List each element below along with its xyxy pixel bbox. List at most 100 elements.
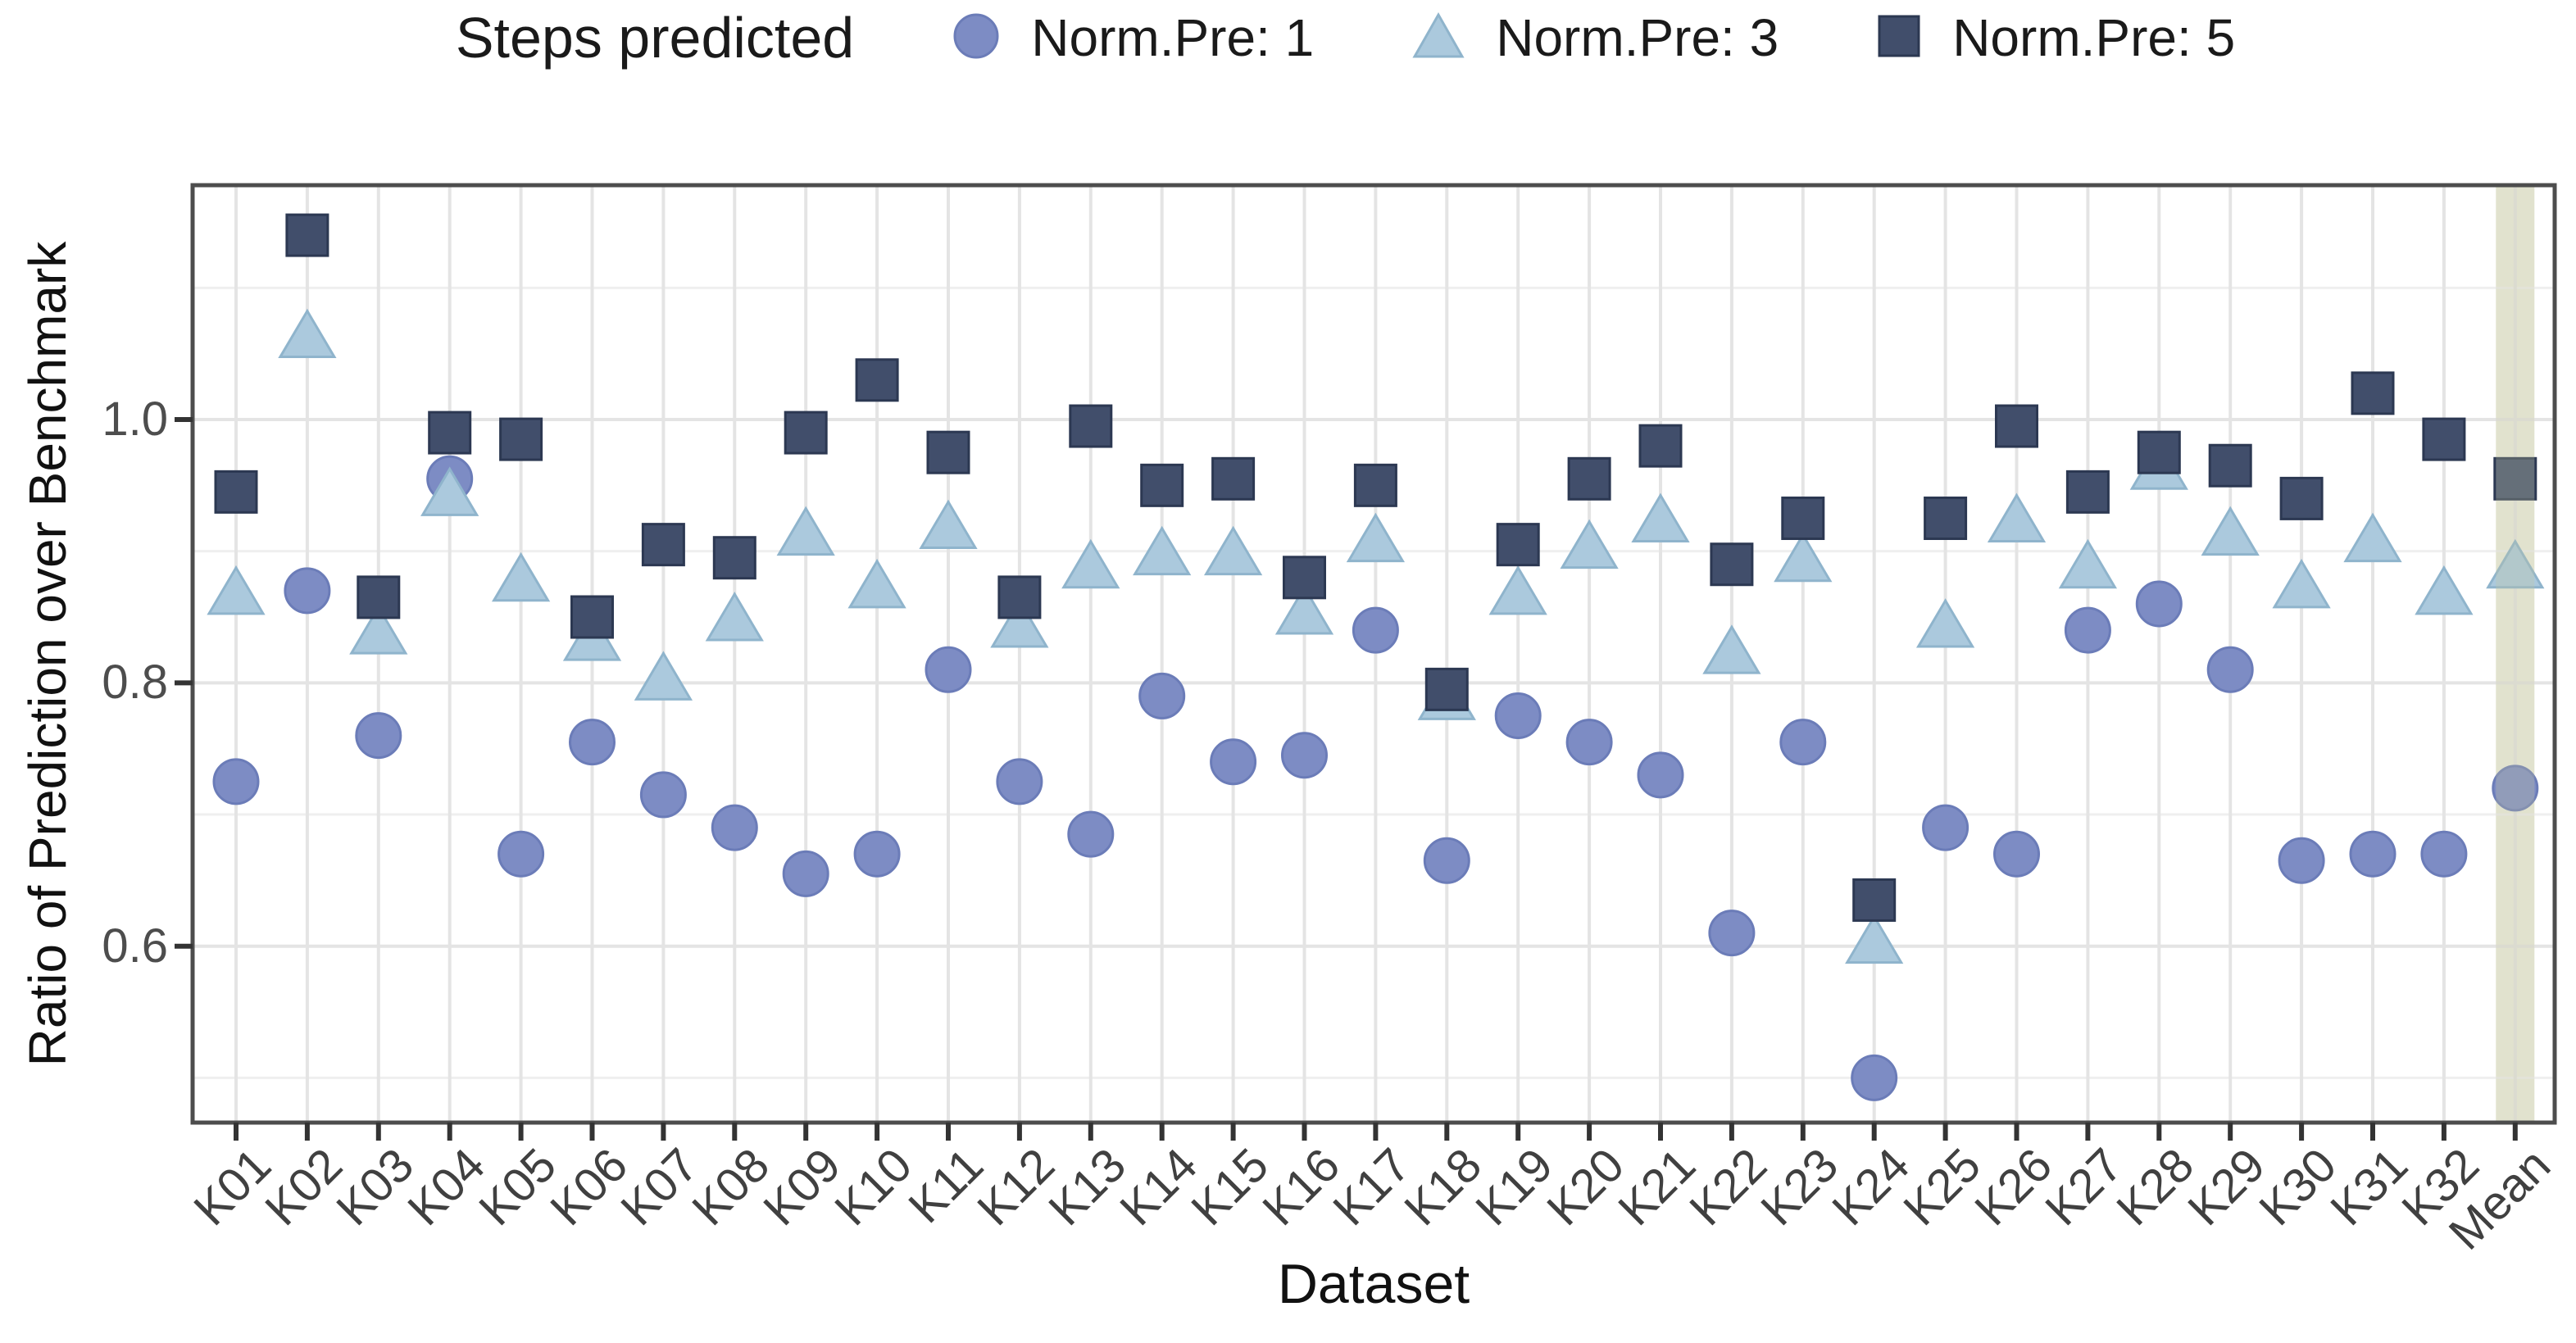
data-point-circle — [711, 804, 758, 851]
data-point-circle — [2135, 580, 2183, 628]
data-point-circle — [2492, 765, 2539, 812]
data-point-square — [2137, 430, 2181, 474]
data-point-square — [1567, 456, 1611, 501]
data-point-square — [1353, 463, 1397, 507]
data-point-circle — [1637, 751, 1684, 799]
data-point-triangle — [2486, 538, 2545, 589]
data-point-triangle — [1560, 519, 1619, 569]
data-point-triangle — [349, 605, 408, 655]
data-point-triangle — [2415, 565, 2474, 615]
data-point-triangle — [1061, 538, 1120, 589]
legend-item-norm-pre-3: Norm.Pre: 3 — [1412, 7, 1779, 68]
data-point-triangle — [1987, 492, 2047, 543]
data-point-circle — [355, 712, 402, 760]
data-point-square — [1638, 424, 1683, 468]
data-point-square — [285, 213, 329, 257]
legend-label: Norm.Pre: 3 — [1496, 8, 1779, 67]
x-axis-title: Dataset — [1277, 1253, 1470, 1315]
data-point-triangle — [634, 651, 693, 701]
data-point-triangle — [1702, 624, 1761, 674]
data-point-triangle — [1631, 492, 1690, 543]
data-point-circle — [1138, 672, 1186, 719]
legend: Steps predicted Norm.Pre: 1 Norm.Pre: 3 … — [57, 5, 2576, 70]
square-marker-icon — [1877, 14, 1921, 62]
data-point-circle — [1352, 606, 1399, 654]
data-point-square — [2351, 371, 2395, 415]
data-point-circle — [284, 567, 331, 615]
data-point-triangle — [1915, 598, 1975, 648]
data-point-circle — [497, 830, 545, 878]
data-point-triangle — [278, 308, 337, 359]
data-point-square — [357, 575, 401, 619]
data-point-triangle — [420, 466, 479, 516]
legend-label: Norm.Pre: 1 — [1031, 8, 1315, 67]
data-point-square — [428, 411, 472, 455]
data-point-triangle — [491, 551, 551, 602]
data-point-square — [2279, 476, 2324, 520]
data-point-square — [2065, 470, 2110, 514]
data-point-square — [1283, 556, 1326, 600]
data-point-square — [570, 595, 614, 639]
data-point-circle — [1565, 719, 1613, 766]
data-point-square — [1781, 497, 1825, 541]
mean-highlight-overlay — [2496, 185, 2535, 1123]
data-point-square — [2208, 443, 2252, 488]
data-point-circle — [925, 646, 972, 693]
legend-item-norm-pre-1: Norm.Pre: 1 — [952, 7, 1314, 68]
data-point-triangle — [1845, 914, 1904, 964]
triangle-marker-icon — [1412, 11, 1465, 64]
data-point-triangle — [2058, 538, 2118, 589]
data-point-triangle — [207, 565, 266, 615]
data-point-triangle — [1774, 532, 1833, 583]
data-point-triangle — [2201, 506, 2260, 556]
data-point-triangle — [1274, 585, 1334, 635]
data-point-square — [2422, 417, 2466, 461]
data-point-triangle — [919, 499, 978, 550]
data-point-square — [499, 417, 543, 461]
data-point-circle — [1851, 1054, 1898, 1101]
data-point-circle — [569, 719, 616, 766]
data-point-circle — [1281, 732, 1328, 779]
data-point-square — [1852, 878, 1897, 922]
legend-item-norm-pre-5: Norm.Pre: 5 — [1877, 7, 2235, 68]
data-point-square — [1424, 667, 1469, 711]
y-tick-label: 0.8 — [102, 656, 168, 710]
data-point-square — [2493, 456, 2537, 501]
circle-marker-icon — [952, 12, 1000, 64]
data-point-square — [1496, 523, 1540, 567]
data-point-triangle — [2343, 512, 2402, 563]
data-point-triangle — [1346, 512, 1406, 563]
data-point-circle — [782, 850, 829, 897]
data-point-triangle — [776, 506, 835, 556]
data-point-triangle — [1203, 525, 1263, 576]
panel-border — [190, 183, 2557, 1125]
data-point-circle — [1423, 837, 1470, 884]
data-point-circle — [1210, 738, 1257, 786]
data-point-square — [641, 523, 685, 567]
data-point-triangle — [705, 592, 764, 642]
data-point-triangle — [2272, 558, 2331, 609]
y-tick-label: 0.6 — [102, 919, 168, 973]
data-point-circle — [2206, 646, 2254, 693]
data-point-circle — [1922, 804, 1969, 851]
data-point-triangle — [847, 558, 906, 609]
data-point-circle — [996, 758, 1043, 805]
data-point-circle — [1993, 830, 2040, 878]
data-point-square — [1069, 404, 1113, 448]
data-point-square — [1924, 497, 1968, 541]
data-point-circle — [2278, 837, 2325, 884]
data-point-circle — [2420, 830, 2468, 878]
data-point-circle — [853, 830, 901, 878]
data-point-circle — [2064, 606, 2111, 654]
data-point-triangle — [990, 598, 1049, 648]
data-point-square — [997, 575, 1042, 619]
data-point-square — [855, 358, 899, 402]
data-point-square — [1140, 463, 1184, 507]
data-point-square — [214, 470, 258, 514]
legend-label: Norm.Pre: 5 — [1952, 8, 2236, 67]
data-point-circle — [2349, 830, 2397, 878]
data-point-circle — [1494, 692, 1542, 740]
data-point-square — [1995, 404, 2038, 448]
